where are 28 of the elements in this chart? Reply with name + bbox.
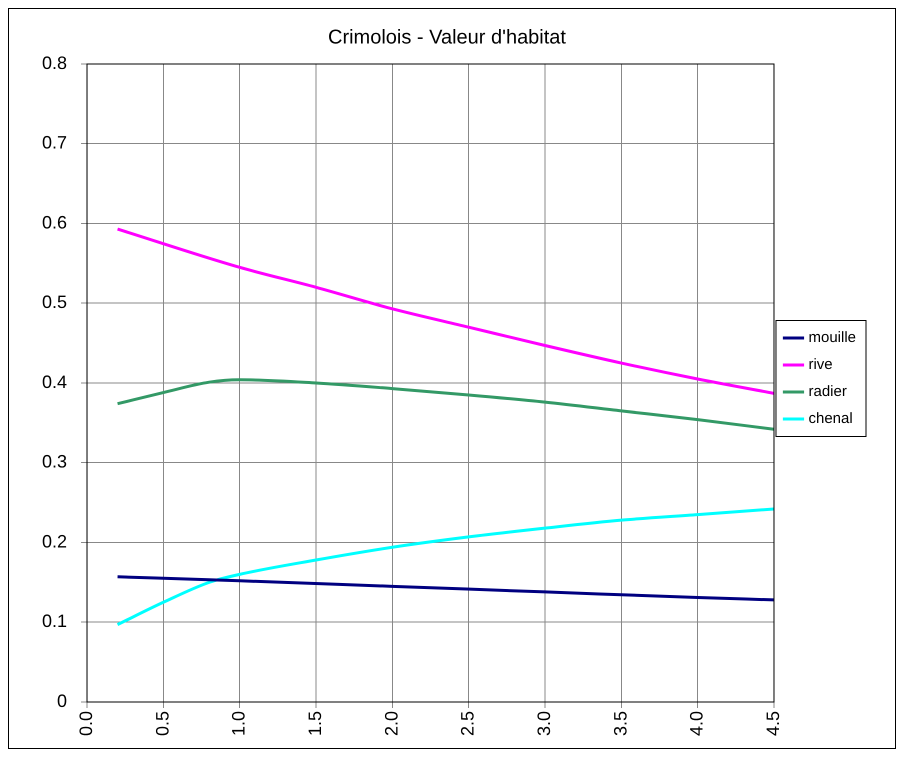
line-series [116,575,774,602]
x-tick-label: 1.0 [228,710,249,736]
line-series [116,378,774,431]
legend-label: chenal [808,410,853,428]
x-tick-label: 2.5 [458,710,478,736]
y-tick-label: 0.5 [42,292,68,312]
y-tick-label: 0.2 [42,531,68,552]
x-tick-label: 0.5 [152,710,172,736]
x-tick-label: 4.5 [762,710,783,736]
x-tick-label: 2.0 [381,710,402,736]
x-tick-label: 3.5 [610,710,630,736]
x-tick-label: 4.0 [686,710,707,736]
x-tick-label: 1.5 [304,710,325,736]
y-tick-label: 0.4 [42,372,68,392]
x-tick-label: 0.0 [76,710,96,736]
y-tick-label: 0.6 [42,212,68,232]
y-tick-label: 0.3 [42,452,68,472]
chart-title: Crimolois - Valeur d'habitat [328,26,566,49]
legend-label: mouille [808,329,856,346]
line-series [116,228,774,395]
legend-label: radier [808,383,847,400]
y-tick-label: 0.8 [42,52,68,73]
y-tick-label: 0.7 [42,132,68,153]
y-tick-label: 0.1 [42,611,68,632]
y-tick-label: 0 [57,690,68,711]
legend-label: rive [808,356,833,374]
x-tick-label: 3.0 [534,710,554,736]
line-series [116,507,774,626]
